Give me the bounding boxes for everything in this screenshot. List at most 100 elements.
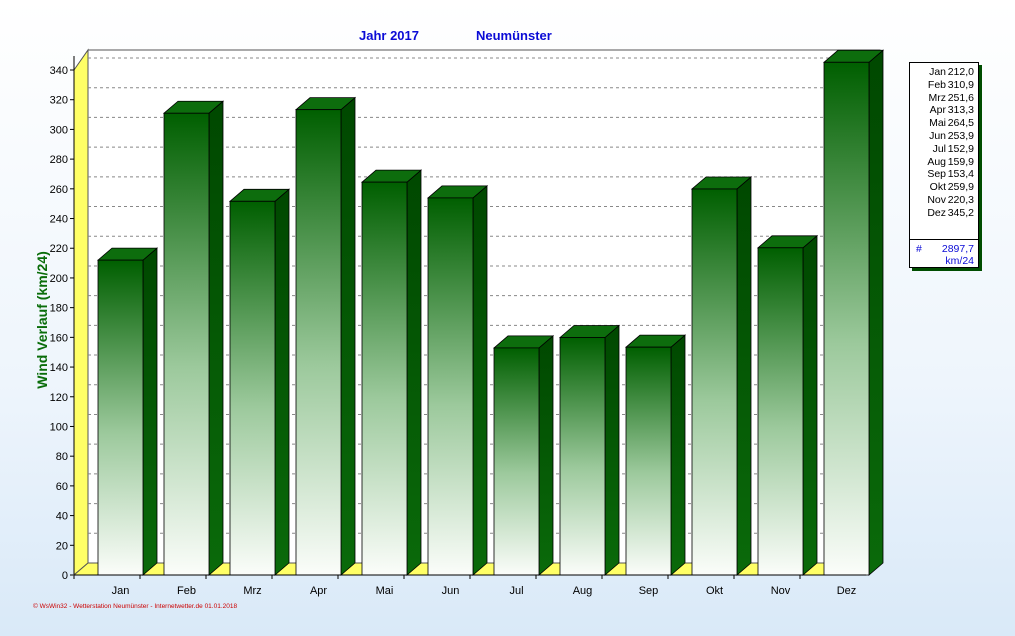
y-tick-label: 40 bbox=[56, 511, 68, 523]
legend-month: Jun bbox=[929, 130, 946, 142]
y-tick-label: 260 bbox=[50, 184, 68, 196]
x-tick-label: Mai bbox=[376, 585, 394, 597]
bar-side bbox=[406, 169, 422, 576]
bar-feb bbox=[162, 100, 225, 576]
legend-month: Jul bbox=[932, 142, 946, 155]
bar-side bbox=[274, 188, 290, 576]
legend-month: Mrz bbox=[928, 91, 947, 104]
legend-row: Apr 313,3 bbox=[910, 104, 976, 117]
x-tick-label: Jun bbox=[442, 585, 460, 597]
y-tick-label: 140 bbox=[50, 362, 68, 374]
y-tick-label: 100 bbox=[50, 421, 68, 433]
x-tick-label: Jan bbox=[112, 585, 130, 597]
x-tick-label: Aug bbox=[573, 585, 593, 597]
legend-value: 153,4 bbox=[947, 168, 974, 181]
legend: Jan 212,0 Feb 310,9 Mrz 251,6 Apr 313,3 Mai 264,5… bbox=[909, 62, 979, 268]
legend-value: 159,9 bbox=[947, 155, 974, 168]
legend-month: Feb bbox=[927, 78, 946, 91]
bar-okt bbox=[690, 176, 753, 576]
bar-mai bbox=[360, 169, 423, 576]
legend-month: Mai bbox=[929, 117, 946, 130]
x-tick-label: Apr bbox=[310, 585, 327, 597]
bar-side bbox=[868, 49, 884, 576]
bar-sep bbox=[624, 334, 687, 576]
y-tick-label: 340 bbox=[50, 65, 68, 77]
y-tick-label: 280 bbox=[50, 154, 68, 166]
bar-aug bbox=[558, 324, 621, 576]
legend-month: Nov bbox=[927, 194, 946, 206]
legend-month: Okt bbox=[929, 181, 946, 194]
bar-side bbox=[604, 324, 620, 576]
y-tick-label: 200 bbox=[50, 273, 68, 285]
bar-side bbox=[340, 96, 356, 576]
bars bbox=[72, 49, 885, 576]
legend-row: Sep 153,4 bbox=[910, 168, 976, 181]
y-tick-label: 20 bbox=[56, 540, 68, 552]
bar-front bbox=[229, 200, 276, 576]
legend-month: Apr bbox=[929, 104, 946, 117]
bar-jun bbox=[426, 185, 489, 576]
y-tick-label: 220 bbox=[50, 243, 68, 255]
legend-row: Jun 253,9 bbox=[910, 130, 976, 143]
y-tick-label: 80 bbox=[56, 451, 68, 463]
x-tick-label: Okt bbox=[706, 585, 723, 597]
chart-subtitle: Neumünster bbox=[476, 28, 552, 43]
y-tick-label: 120 bbox=[50, 392, 68, 404]
bar-nov bbox=[756, 234, 819, 576]
footer-credit: © WsWin32 - Wetterstation Neumünster - I… bbox=[33, 603, 238, 610]
legend-row: Dez 345,2 bbox=[910, 207, 976, 220]
legend-value: 253,9 bbox=[947, 130, 974, 142]
legend-value: 310,9 bbox=[947, 78, 974, 91]
legend-total-symbol: # bbox=[916, 243, 922, 255]
legend-month: Aug bbox=[927, 155, 946, 168]
y-tick-label: 240 bbox=[50, 214, 68, 226]
legend-value: 313,3 bbox=[947, 104, 974, 117]
legend-row: Aug 159,9 bbox=[910, 156, 976, 169]
x-tick-label: Nov bbox=[771, 585, 791, 597]
bar-side bbox=[736, 176, 752, 576]
x-tick-label: Feb bbox=[177, 585, 196, 597]
legend-row: Jan 212,0 bbox=[910, 66, 976, 79]
left-wall bbox=[73, 48, 89, 577]
y-tick-label: 60 bbox=[56, 481, 68, 493]
legend-row: Feb 310,9 bbox=[910, 79, 976, 92]
legend-total-unit: km/24 bbox=[945, 255, 974, 267]
y-tick-label: 180 bbox=[50, 303, 68, 315]
bar-front bbox=[559, 337, 606, 576]
y-tick-label: 320 bbox=[50, 95, 68, 107]
bar-jan bbox=[96, 247, 159, 576]
bar-side bbox=[208, 100, 224, 576]
legend-value: 220,3 bbox=[947, 194, 974, 206]
bar-front bbox=[493, 347, 540, 576]
bar-apr bbox=[294, 96, 357, 576]
legend-row: Nov 220,3 bbox=[910, 194, 976, 207]
legend-row: Okt 259,9 bbox=[910, 181, 976, 194]
y-tick-label: 160 bbox=[50, 332, 68, 344]
bar-front bbox=[97, 259, 144, 576]
x-axis: Jan Feb Mrz Apr Mai Jun Jul Aug Sep Okt Nov Dez bbox=[73, 574, 866, 597]
bar-front bbox=[163, 112, 210, 576]
bar-side bbox=[538, 335, 554, 576]
bar-side bbox=[802, 234, 818, 576]
legend-row: Mai 264,5 bbox=[910, 117, 976, 130]
legend-value: 152,9 bbox=[947, 142, 974, 155]
bar-front bbox=[691, 188, 738, 576]
bar-side bbox=[142, 247, 158, 576]
legend-total-value: 2897,7 bbox=[941, 243, 974, 255]
bar-front bbox=[295, 109, 342, 576]
x-tick-label: Mrz bbox=[243, 585, 261, 597]
bar-front bbox=[823, 61, 870, 576]
y-tick-label: 300 bbox=[50, 124, 68, 136]
legend-value: 259,9 bbox=[947, 181, 974, 194]
y-tick-label: 0 bbox=[62, 570, 68, 582]
legend-row: Jul 152,9 bbox=[910, 143, 976, 156]
y-axis-label: Wind Verlauf (km/24) bbox=[34, 251, 50, 389]
legend-value: 212,0 bbox=[947, 66, 974, 78]
bar-jul bbox=[492, 335, 555, 576]
legend-value: 345,2 bbox=[947, 206, 974, 219]
bar-dez bbox=[822, 49, 885, 576]
bar-front bbox=[361, 181, 408, 576]
legend-month: Dez bbox=[927, 206, 946, 219]
bar-front bbox=[625, 346, 672, 576]
